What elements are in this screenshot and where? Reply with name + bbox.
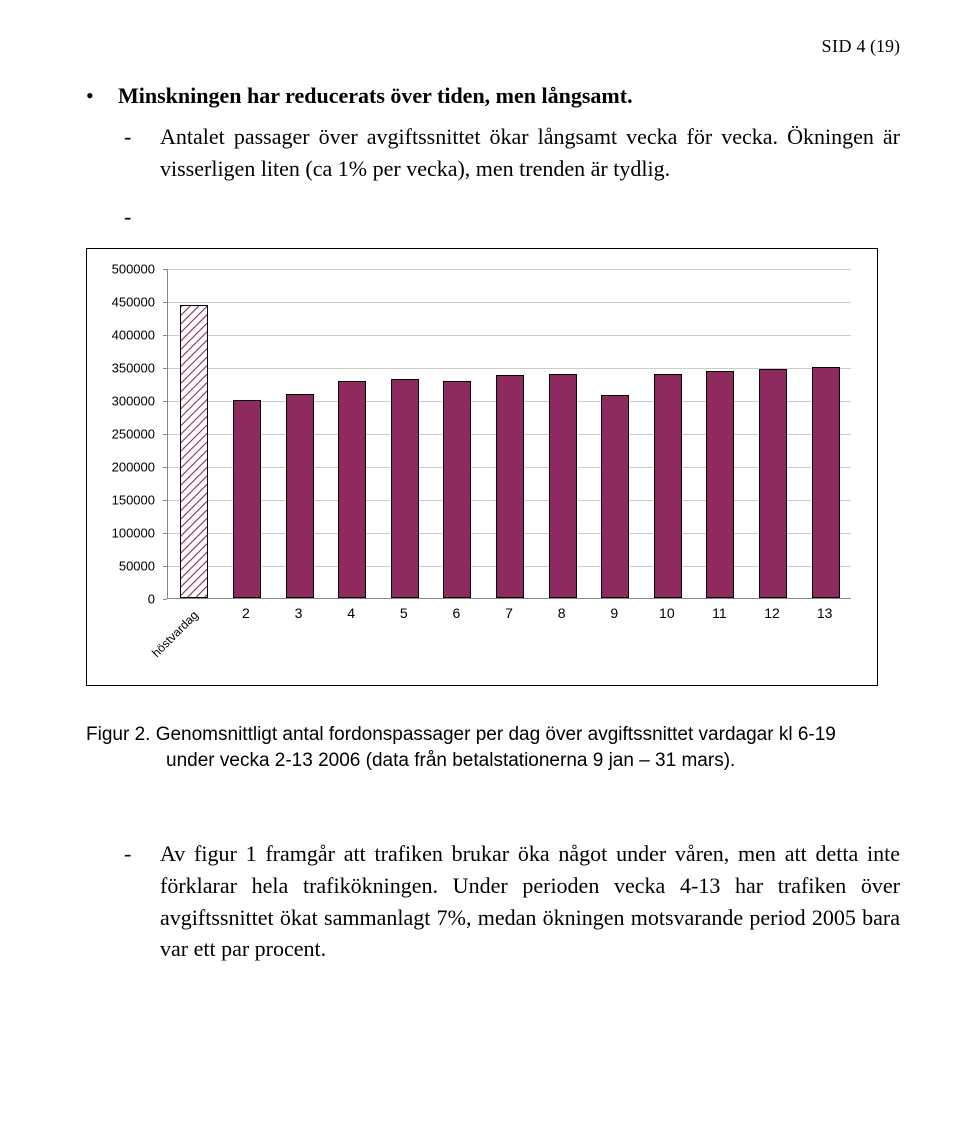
para2-text: Av figur 1 framgår att trafiken brukar ö…	[160, 838, 900, 966]
y-axis-label: 300000	[99, 394, 155, 409]
x-axis-label: 7	[491, 605, 527, 621]
y-axis-label: 500000	[99, 262, 155, 277]
x-axis-label: 10	[649, 605, 685, 621]
bars-container	[168, 269, 851, 598]
bullet-item: • Minskningen har reducerats över tiden,…	[120, 81, 900, 111]
bar	[391, 379, 419, 598]
page: SID 4 (19) • Minskningen har reducerats …	[0, 0, 960, 1041]
plot-area	[167, 269, 851, 599]
y-axis-label: 350000	[99, 361, 155, 376]
y-axis-label: 50000	[99, 559, 155, 574]
sub-item-2: - Av figur 1 framgår att trafiken brukar…	[124, 838, 900, 966]
dash-icon: -	[124, 838, 138, 966]
x-axis-label: 5	[386, 605, 422, 621]
x-axis-label: 12	[754, 605, 790, 621]
y-axis-label: 200000	[99, 460, 155, 475]
bar	[812, 367, 840, 598]
bar	[180, 305, 208, 599]
x-axis-label: 13	[807, 605, 843, 621]
x-axis-label: 11	[701, 605, 737, 621]
dash-icon: -	[124, 204, 900, 230]
bar	[601, 395, 629, 598]
dash-icon: -	[124, 121, 138, 185]
x-axis-label: 2	[228, 605, 264, 621]
x-axis-label: höstvardag	[139, 598, 213, 672]
sub-item-1: - Antalet passager över avgiftssnittet ö…	[124, 121, 900, 185]
bar	[654, 374, 682, 598]
bar	[233, 400, 261, 598]
y-axis-label: 450000	[99, 295, 155, 310]
bar	[706, 371, 734, 598]
y-axis-label: 100000	[99, 526, 155, 541]
y-axis-label: 400000	[99, 328, 155, 343]
bar	[286, 394, 314, 599]
x-axis-label: 8	[544, 605, 580, 621]
y-axis-label: 0	[99, 592, 155, 607]
header-sid: SID	[821, 36, 852, 56]
bullet-dot-icon: •	[86, 81, 100, 111]
bar	[338, 381, 366, 599]
bullet-title-text: Minskningen har reducerats över tiden, m…	[118, 83, 633, 108]
page-header: SID 4 (19)	[120, 36, 900, 57]
x-axis-label: 3	[281, 605, 317, 621]
x-axis-label: 4	[333, 605, 369, 621]
bar	[496, 375, 524, 598]
bar	[759, 369, 787, 599]
bar	[549, 374, 577, 598]
y-axis-label: 150000	[99, 493, 155, 508]
x-axis-label: 6	[438, 605, 474, 621]
bullet-title: Minskningen har reducerats över tiden, m…	[118, 81, 633, 111]
header-num: 4 (19)	[857, 36, 901, 56]
bar-chart: 0500001000001500002000002500003000003500…	[86, 248, 878, 686]
bar	[443, 381, 471, 599]
figure-caption: Figur 2. Genomsnittligt antal fordonspas…	[86, 722, 878, 773]
para1-text: Antalet passager över avgiftssnittet öka…	[160, 121, 900, 185]
y-axis-label: 250000	[99, 427, 155, 442]
x-axis-label: 9	[596, 605, 632, 621]
